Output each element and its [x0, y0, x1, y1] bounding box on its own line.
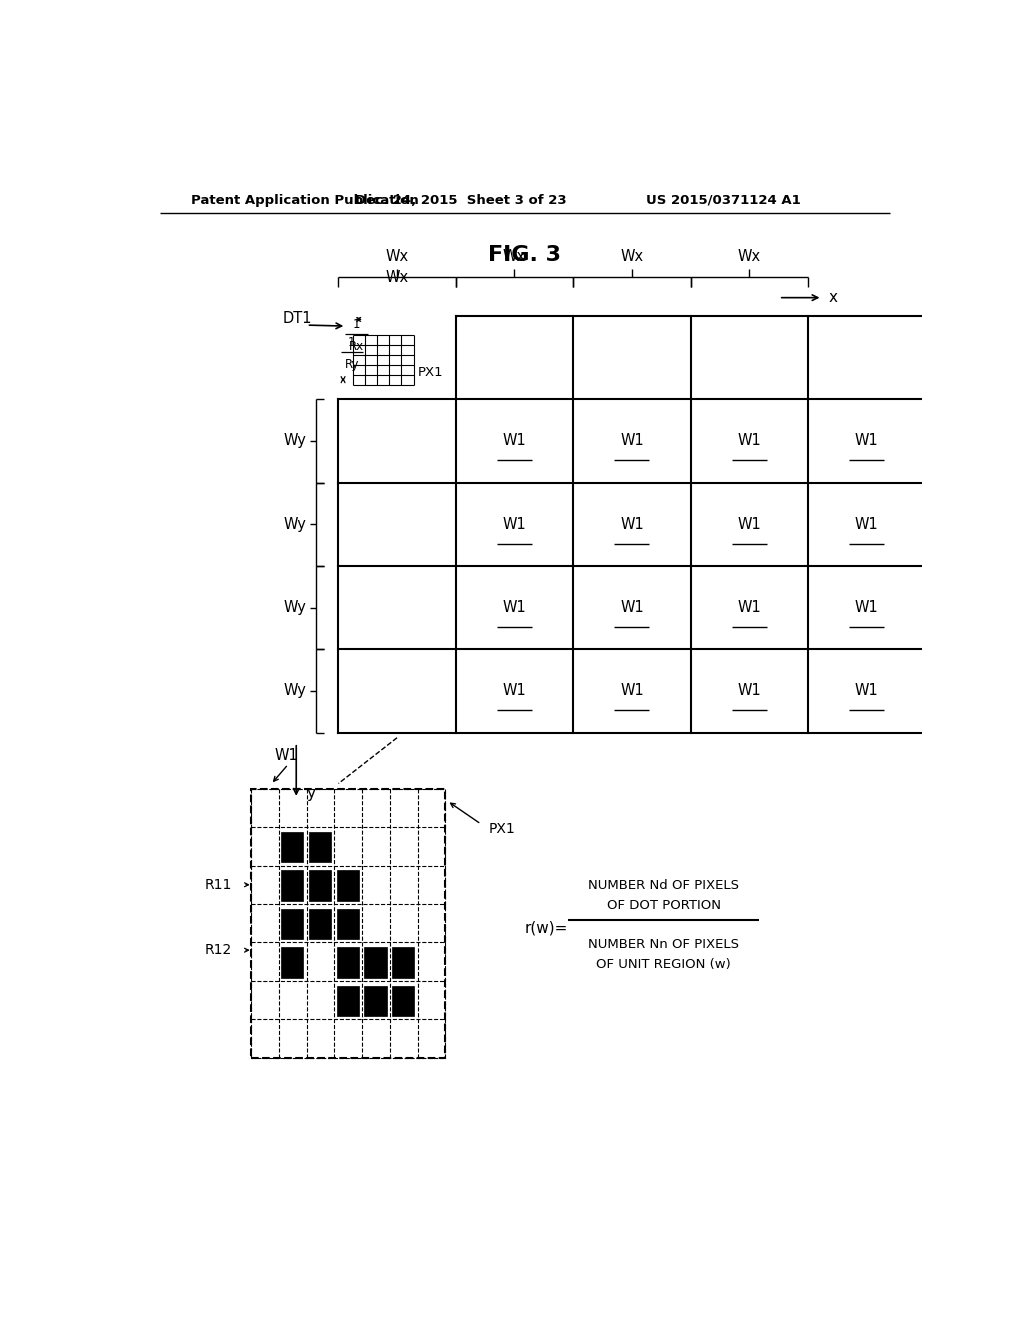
Bar	[392, 986, 415, 1016]
Text: W1: W1	[621, 433, 644, 449]
Text: W1: W1	[621, 684, 644, 698]
Text: W1: W1	[737, 433, 761, 449]
Bar	[251, 788, 445, 1057]
Text: OF DOT PORTION: OF DOT PORTION	[606, 899, 721, 912]
Text: NUMBER Nd OF PIXELS: NUMBER Nd OF PIXELS	[588, 879, 739, 892]
Bar	[281, 908, 303, 940]
Text: NUMBER Nn OF PIXELS: NUMBER Nn OF PIXELS	[588, 939, 739, 952]
Text: Wy: Wy	[284, 601, 306, 615]
Text: W1: W1	[737, 684, 761, 698]
Bar	[337, 946, 358, 978]
Bar	[337, 908, 358, 940]
Text: Ry: Ry	[344, 358, 359, 371]
Bar	[337, 870, 358, 902]
Text: US 2015/0371124 A1: US 2015/0371124 A1	[646, 194, 801, 206]
Bar	[281, 946, 303, 978]
Text: W1: W1	[621, 601, 644, 615]
Bar	[309, 832, 331, 862]
Text: W1: W1	[621, 517, 644, 532]
Text: DT1: DT1	[283, 312, 312, 326]
Text: W1: W1	[855, 684, 879, 698]
Bar	[281, 870, 303, 902]
Text: W1: W1	[855, 433, 879, 449]
Text: Dec. 24, 2015  Sheet 3 of 23: Dec. 24, 2015 Sheet 3 of 23	[355, 194, 567, 206]
Text: Wy: Wy	[284, 517, 306, 532]
Text: W1: W1	[737, 517, 761, 532]
Text: r(w)=: r(w)=	[524, 921, 568, 936]
Bar	[365, 946, 386, 978]
Text: W1: W1	[503, 517, 526, 532]
Bar	[337, 986, 358, 1016]
Bar	[365, 986, 386, 1016]
Bar	[392, 946, 415, 978]
Text: W1: W1	[503, 684, 526, 698]
Text: OF UNIT REGION (w): OF UNIT REGION (w)	[596, 958, 731, 972]
Text: R11: R11	[205, 878, 232, 892]
Text: Wx: Wx	[385, 269, 409, 285]
Text: Wx: Wx	[385, 249, 409, 264]
Text: Wx: Wx	[503, 249, 526, 264]
Text: y: y	[306, 787, 315, 801]
Text: Patent Application Publication: Patent Application Publication	[191, 194, 419, 206]
Text: PX1: PX1	[489, 822, 516, 837]
Text: Wx: Wx	[621, 249, 643, 264]
Text: x: x	[828, 290, 838, 305]
Text: PX1: PX1	[418, 366, 443, 379]
Text: W1: W1	[503, 601, 526, 615]
Text: Wy: Wy	[284, 684, 306, 698]
Text: FIG. 3: FIG. 3	[488, 246, 561, 265]
Text: 1: 1	[348, 335, 355, 348]
Text: 1: 1	[353, 318, 360, 330]
Text: W1: W1	[855, 517, 879, 532]
Bar	[281, 832, 303, 862]
Text: Wy: Wy	[284, 433, 306, 449]
Bar	[309, 870, 331, 902]
Bar	[309, 908, 331, 940]
Text: W1: W1	[855, 601, 879, 615]
Text: Rx: Rx	[349, 341, 365, 352]
Text: R12: R12	[205, 944, 232, 957]
Text: W1: W1	[503, 433, 526, 449]
Text: W1: W1	[737, 601, 761, 615]
Text: Wx: Wx	[738, 249, 761, 264]
Text: W1: W1	[274, 747, 299, 763]
